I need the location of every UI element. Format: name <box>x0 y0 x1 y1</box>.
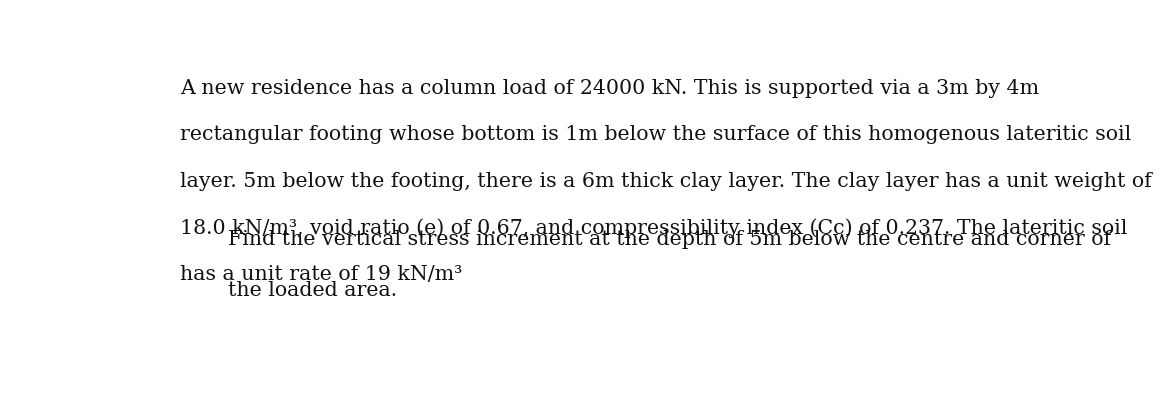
Text: the loaded area.: the loaded area. <box>228 281 398 300</box>
Text: rectangular footing whose bottom is 1m below the surface of this homogenous late: rectangular footing whose bottom is 1m b… <box>179 126 1131 145</box>
Text: A new residence has a column load of 24000 kN. This is supported via a 3m by 4m: A new residence has a column load of 240… <box>179 79 1038 98</box>
Text: layer. 5m below the footing, there is a 6m thick clay layer. The clay layer has : layer. 5m below the footing, there is a … <box>179 172 1151 191</box>
Text: 18.0 kN/m³, void ratio (e) of 0.67, and compressibility index (Cc) of 0.237. The: 18.0 kN/m³, void ratio (e) of 0.67, and … <box>179 219 1127 238</box>
Text: Find the vertical stress increment at the depth of 5m below the centre and corne: Find the vertical stress increment at th… <box>228 230 1112 249</box>
Text: has a unit rate of 19 kN/m³: has a unit rate of 19 kN/m³ <box>179 265 462 284</box>
